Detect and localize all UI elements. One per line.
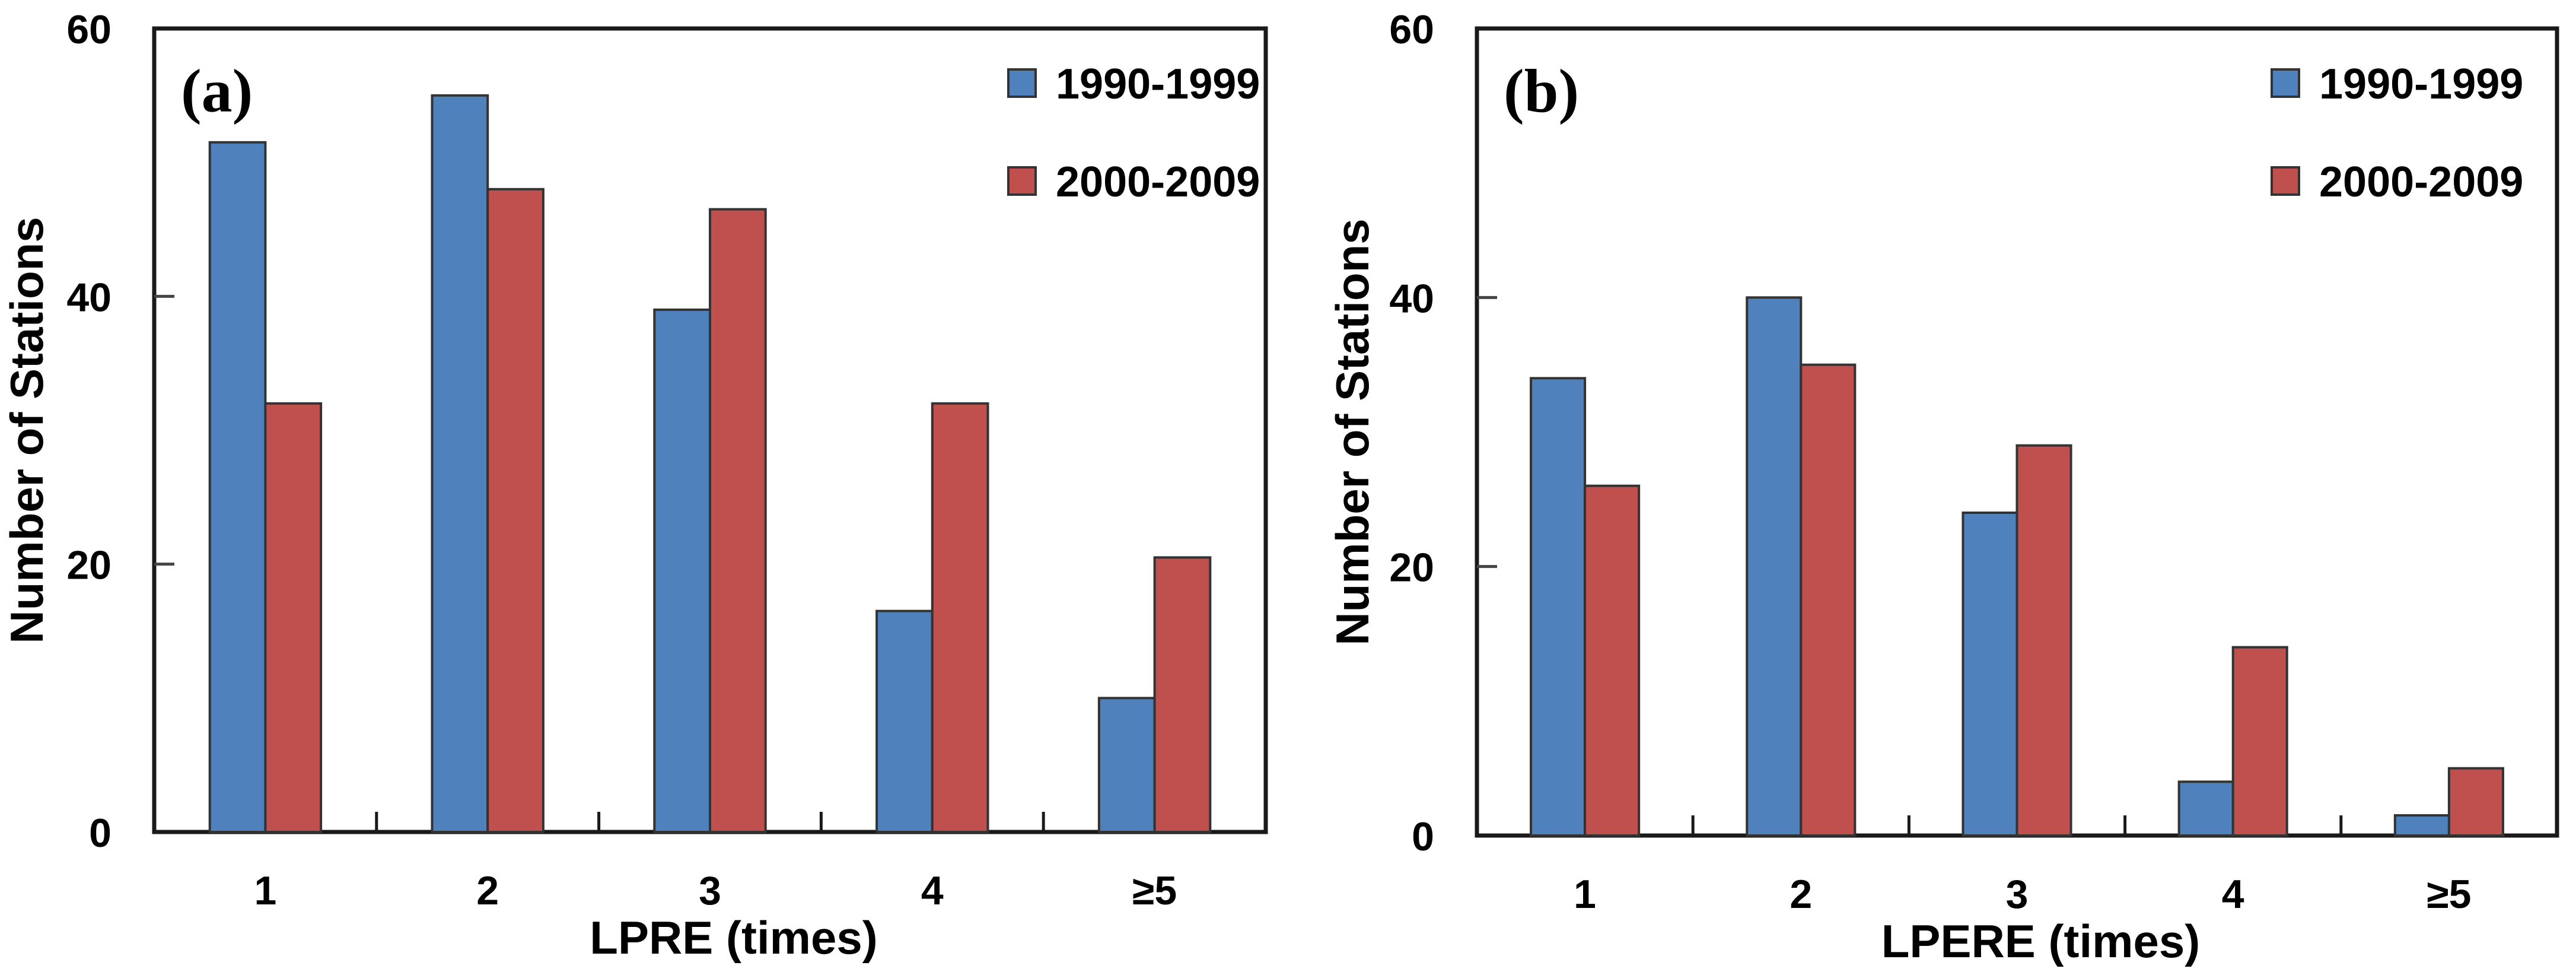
bar-2000-2009-cat-2 [709, 208, 767, 833]
legend-label: 1990-1999 [2319, 61, 2523, 108]
x-axis-title: LPRE (times) [590, 912, 877, 964]
bar-2000-2009-cat-0 [1584, 484, 1641, 837]
y-tick-label: 20 [1389, 545, 1434, 590]
legend-swatch-1990-1999 [2271, 68, 2300, 98]
x-tick-label: 1 [1574, 872, 1596, 917]
legend-label: 2000-2009 [1056, 158, 1260, 206]
legend-swatch-2000-2009 [2271, 166, 2300, 196]
y-tick-label: 40 [1389, 276, 1434, 321]
x-tick-label: 4 [2222, 872, 2244, 917]
panel-letter: (b) [1504, 57, 1579, 125]
bar-2000-2009-cat-0 [264, 402, 323, 833]
x-tick-label: 1 [254, 868, 276, 913]
y-tick-label: 20 [66, 543, 112, 588]
legend-swatch-2000-2009 [1007, 166, 1037, 196]
bar-2000-2009-cat-1 [486, 188, 545, 833]
bar-chart-lpere: 0 20 40 60 1 2 3 4 ≥5 LPERE (times) Number of Stat… [1326, 7, 2559, 967]
x-tick-label: 4 [921, 868, 944, 913]
bar-2000-2009-cat-4 [2447, 767, 2504, 837]
bar-1990-1999-cat-0 [208, 141, 267, 834]
bar-2000-2009-cat-3 [2231, 646, 2288, 837]
x-tick-label: 2 [476, 868, 499, 913]
bar-chart-lpre: 0 20 40 60 1 2 3 4 ≥5 LPRE (times) Number of Stati… [1, 7, 1268, 964]
bar-2000-2009-cat-3 [931, 402, 989, 833]
y-tick-label: 40 [66, 275, 112, 320]
y-axis-title: Number of Stations [1326, 218, 1378, 645]
y-axis-title: Number of Stations [1, 217, 53, 643]
x-tick-label: 2 [1789, 872, 1812, 917]
panel-letter: (a) [181, 57, 253, 125]
bar-1990-1999-cat-2 [653, 308, 712, 833]
y-tick-label: 60 [1389, 7, 1434, 52]
x-axis-title: LPERE (times) [1881, 915, 2200, 967]
bar-1990-1999-cat-1 [431, 94, 489, 833]
y-tick-label: 0 [89, 811, 112, 856]
x-tick-label: ≥5 [2427, 872, 2471, 917]
bar-2000-2009-cat-4 [1153, 556, 1212, 834]
bar-1990-1999-cat-3 [875, 609, 934, 834]
y-tick-label: 60 [66, 7, 112, 52]
bar-2000-2009-cat-2 [2015, 444, 2072, 837]
legend-label: 1990-1999 [1056, 61, 1260, 108]
legend-swatch-1990-1999 [1007, 68, 1037, 98]
x-tick-label: 3 [699, 868, 721, 913]
bar-1990-1999-cat-3 [2177, 780, 2234, 837]
bar-1990-1999-cat-0 [1530, 377, 1587, 837]
y-tick-label: 0 [1412, 814, 1434, 859]
bar-1990-1999-cat-1 [1746, 296, 1803, 837]
bar-1990-1999-cat-4 [2393, 814, 2450, 837]
legend-label: 2000-2009 [2319, 158, 2523, 206]
bar-1990-1999-cat-2 [1962, 512, 2018, 837]
bar-1990-1999-cat-4 [1097, 697, 1156, 834]
x-tick-label: ≥5 [1132, 868, 1177, 913]
bar-2000-2009-cat-1 [1800, 363, 1857, 837]
x-tick-label: 3 [2006, 872, 2029, 917]
